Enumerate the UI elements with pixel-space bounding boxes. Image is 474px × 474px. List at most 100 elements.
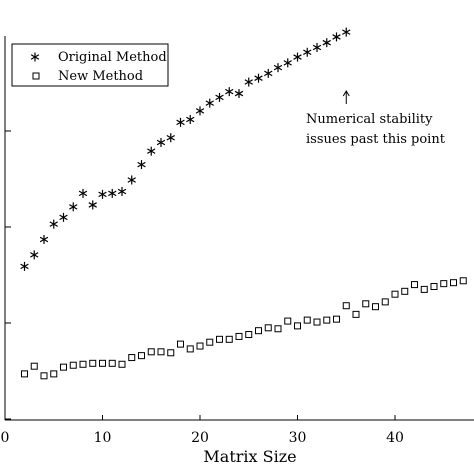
- data-point-original-method: [137, 160, 146, 170]
- data-point-new-method: [372, 303, 379, 311]
- legend-asterisk: [30, 52, 40, 62]
- data-point-original-method: [108, 188, 117, 198]
- data-point-new-method: [186, 345, 194, 353]
- data-point-new-method: [294, 322, 301, 330]
- x-tick-label: 0: [1, 430, 10, 446]
- data-point-original-method: [264, 68, 273, 78]
- data-point-new-method: [391, 290, 399, 298]
- data-point-original-method: [215, 92, 224, 102]
- data-point-original-method: [49, 219, 58, 229]
- data-point-new-method: [333, 315, 340, 323]
- data-point-original-method: [39, 234, 49, 244]
- legend-marker-square: [32, 72, 40, 80]
- data-point-new-method: [401, 287, 409, 295]
- annotation: Numerical stability issues past this poi…: [306, 90, 446, 147]
- data-point-new-method: [245, 331, 253, 339]
- data-point-new-method: [108, 359, 116, 367]
- data-point-new-method: [177, 340, 184, 348]
- data-point-new-method: [196, 342, 204, 350]
- data-point-original-method: [322, 38, 331, 48]
- legend: Original Method New Method: [11, 43, 169, 87]
- x-axis-label: Matrix Size: [203, 447, 296, 466]
- data-point-original-method: [234, 89, 244, 99]
- data-point-new-method: [69, 361, 77, 369]
- data-point-new-method: [167, 349, 175, 357]
- data-point-original-method: [69, 202, 78, 212]
- data-point-original-method: [293, 52, 302, 62]
- data-point-new-method: [362, 300, 370, 308]
- annotation-line-1: Numerical stability: [306, 112, 433, 127]
- data-point-new-method: [411, 281, 418, 289]
- data-point-original-method: [147, 146, 156, 156]
- data-point-new-method: [274, 325, 282, 333]
- data-point-original-method: [176, 117, 185, 127]
- y-axis-ticks: [5, 130, 11, 420]
- data-point-original-method: [78, 188, 88, 198]
- data-point-original-method: [156, 138, 166, 148]
- data-point-original-method: [186, 114, 195, 124]
- data-point-original-method: [254, 73, 263, 83]
- data-point-original-method: [205, 98, 214, 108]
- legend-label-original-method: Original Method: [58, 50, 167, 65]
- data-point-new-method: [381, 298, 389, 306]
- data-point-new-method: [157, 348, 165, 356]
- data-point-new-method: [303, 316, 311, 324]
- data-point-original-method: [127, 175, 136, 185]
- x-tick-label: 30: [289, 430, 307, 446]
- data-point-original-method: [20, 261, 29, 271]
- data-point-new-method: [284, 317, 292, 325]
- data-point-new-method: [313, 318, 321, 326]
- annotation-arrowhead: [342, 90, 350, 97]
- x-tick-label: 40: [386, 430, 404, 446]
- series-original-method: [20, 27, 351, 271]
- data-point-original-method: [303, 47, 312, 57]
- data-point-new-method: [138, 352, 145, 360]
- legend-label-new-method: New Method: [58, 69, 143, 84]
- data-point-new-method: [128, 354, 136, 362]
- data-point-new-method: [30, 362, 38, 370]
- data-point-new-method: [352, 310, 360, 318]
- data-point-new-method: [21, 370, 28, 378]
- data-point-new-method: [99, 359, 106, 367]
- data-point-new-method: [420, 285, 428, 293]
- data-point-original-method: [342, 27, 351, 37]
- data-point-original-method: [195, 106, 205, 116]
- data-point-original-method: [166, 133, 175, 143]
- data-point-original-method: [30, 250, 39, 260]
- data-point-original-method: [98, 189, 107, 199]
- data-point-original-method: [312, 42, 322, 52]
- data-point-original-method: [88, 200, 97, 210]
- data-point-original-method: [283, 58, 292, 68]
- data-point-new-method: [225, 335, 233, 343]
- data-point-new-method: [264, 324, 272, 332]
- data-point-new-method: [440, 280, 448, 288]
- data-point-new-method: [430, 283, 438, 291]
- x-axis-ticks: 0 10 20 30 40: [1, 415, 404, 446]
- data-point-new-method: [118, 360, 126, 368]
- data-point-new-method: [40, 372, 48, 380]
- data-point-original-method: [225, 87, 234, 97]
- data-point-new-method: [206, 338, 214, 346]
- x-tick-label: 10: [94, 430, 112, 446]
- data-point-new-method: [79, 360, 87, 368]
- annotation-line-2: issues past this point: [306, 132, 446, 147]
- data-point-new-method: [147, 348, 155, 356]
- data-point-original-method: [244, 77, 253, 87]
- data-point-original-method: [273, 63, 283, 73]
- data-point-new-method: [255, 327, 262, 335]
- plot-axes: [4, 36, 474, 421]
- data-point-new-method: [235, 332, 243, 340]
- data-point-new-method: [459, 277, 467, 285]
- data-point-new-method: [216, 335, 223, 343]
- data-point-new-method: [342, 302, 350, 310]
- data-point-new-method: [450, 279, 457, 287]
- data-point-original-method: [117, 186, 127, 196]
- legend-square: [32, 72, 40, 80]
- data-point-original-method: [59, 212, 68, 222]
- series-new-method: [21, 277, 467, 380]
- legend-marker-asterisk: [30, 52, 40, 62]
- x-tick-label: 20: [191, 430, 209, 446]
- data-point-original-method: [332, 32, 341, 42]
- data-point-new-method: [60, 363, 67, 371]
